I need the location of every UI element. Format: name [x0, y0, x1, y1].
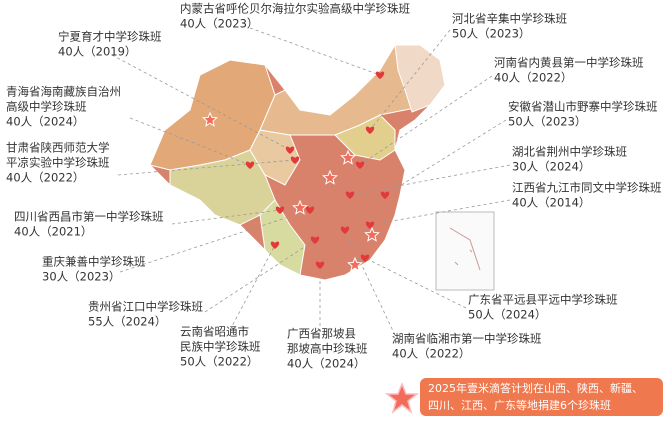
school-marker: [305, 206, 315, 214]
school-label: 江西省九江市同文中学珍珠班: [512, 181, 662, 195]
school-marker: [345, 191, 355, 199]
region-south: [259, 199, 306, 276]
leader-line: [359, 75, 493, 166]
school-label: 高级中学珍珠班: [6, 100, 87, 114]
school-marker: [245, 161, 255, 169]
school-label: 30人（2023）: [42, 270, 120, 284]
school-label: 广西省那坡县: [287, 327, 356, 341]
school-label: 40人（2022）: [494, 71, 572, 85]
leader-line: [364, 257, 467, 309]
leader-line: [229, 244, 276, 331]
school-marker: [285, 146, 295, 154]
school-label: 湖南省临湘市第一中学珍珠班: [392, 332, 542, 346]
leader-line: [384, 119, 507, 196]
school-marker: [365, 126, 375, 134]
school-label: 内蒙古省呼伦贝尔海拉尔实验高级中学珍珠班: [180, 2, 410, 16]
school-label: 55人（2024）: [88, 315, 166, 329]
school-label: 安徽省潜山市野寨中学珍珠班: [508, 100, 658, 114]
region-northeast: [394, 44, 446, 113]
leader-line: [204, 239, 316, 313]
note-star: [384, 381, 420, 414]
school-label: 平凉实验中学珍珠班: [6, 156, 110, 170]
note-text: 2025年壹米滴答计划在山西、陕西、新疆、: [428, 381, 643, 395]
school-label: 30人（2024）: [512, 160, 590, 174]
note-background: [420, 378, 663, 416]
school-label: 40人（2023）: [180, 17, 258, 31]
school-label: 40人（2022）: [392, 347, 470, 361]
school-labels: 宁夏育才中学珍珠班40人（2019）内蒙古省呼伦贝尔海拉尔实验高级中学珍珠班40…: [6, 2, 662, 371]
school-marker: [275, 206, 285, 214]
planned-star: [292, 199, 308, 215]
region-north: [334, 114, 396, 161]
markers: [202, 71, 390, 272]
school-marker: [340, 226, 350, 234]
leader-line: [344, 229, 396, 336]
school-label: 40人（2024）: [6, 115, 84, 129]
school-label: 甘肃省陕西师范大学: [6, 141, 110, 155]
school-label: 40人（2019）: [58, 45, 136, 59]
school-label: 贵州省江口中学珍珠班: [88, 300, 203, 314]
school-label: 50人（2023）: [508, 115, 586, 129]
school-label: 河南省内黄县第一中学珍珠班: [494, 56, 644, 70]
planned-star: [364, 226, 380, 242]
south-china-sea-inset: [435, 211, 495, 291]
planned-star: [347, 256, 363, 272]
school-label: 四川省西昌市第一中学珍珠班: [14, 210, 164, 224]
school-marker: [375, 71, 385, 79]
school-label: 重庆兼善中学珍珠班: [42, 255, 146, 269]
school-label: 50人（2024）: [468, 308, 546, 322]
school-label: 湖北省荆州中学珍珠班: [512, 145, 627, 159]
school-label: 宁夏育才中学珍珠班: [58, 30, 162, 44]
school-marker: [290, 156, 300, 164]
inset-islands: [449, 227, 481, 271]
school-label: 40人（2022）: [6, 171, 84, 185]
leader-lines: [111, 27, 511, 336]
school-label: 广东省平远县平远中学珍珠班: [468, 293, 618, 307]
school-label: 40人（2014）: [512, 196, 590, 210]
note-box: 2025年壹米滴答计划在山西、陕西、新疆、 四川、江西、广东等地捐建6个珍珠班: [384, 378, 663, 416]
school-marker: [380, 191, 390, 199]
school-marker: [355, 161, 365, 169]
school-marker: [270, 241, 280, 249]
school-label: 河北省辛集中学珍珠班: [452, 12, 567, 26]
school-label: 民族中学珍珠班: [180, 340, 261, 354]
leader-line: [249, 27, 381, 76]
planned-star: [202, 111, 218, 127]
school-marker: [360, 254, 370, 262]
school-label: 云南省昭通市: [180, 325, 249, 339]
school-label: 40人（2021）: [14, 225, 92, 239]
school-label: 50人（2023）: [452, 27, 530, 41]
planned-star: [322, 169, 338, 185]
leader-line: [171, 209, 281, 225]
note-text: 四川、江西、广东等地捐建6个珍珠班: [428, 398, 611, 412]
leader-line: [111, 54, 291, 151]
school-label: 那坡高中珍珠班: [287, 342, 368, 356]
school-marker: [310, 236, 320, 244]
school-label: 50人（2022）: [180, 355, 258, 369]
school-label: 青海省海南藏族自治州: [6, 85, 121, 99]
school-label: 40人（2024）: [287, 357, 365, 371]
planned-star: [340, 149, 356, 165]
china-map: [149, 44, 495, 291]
school-marker: [315, 261, 325, 269]
